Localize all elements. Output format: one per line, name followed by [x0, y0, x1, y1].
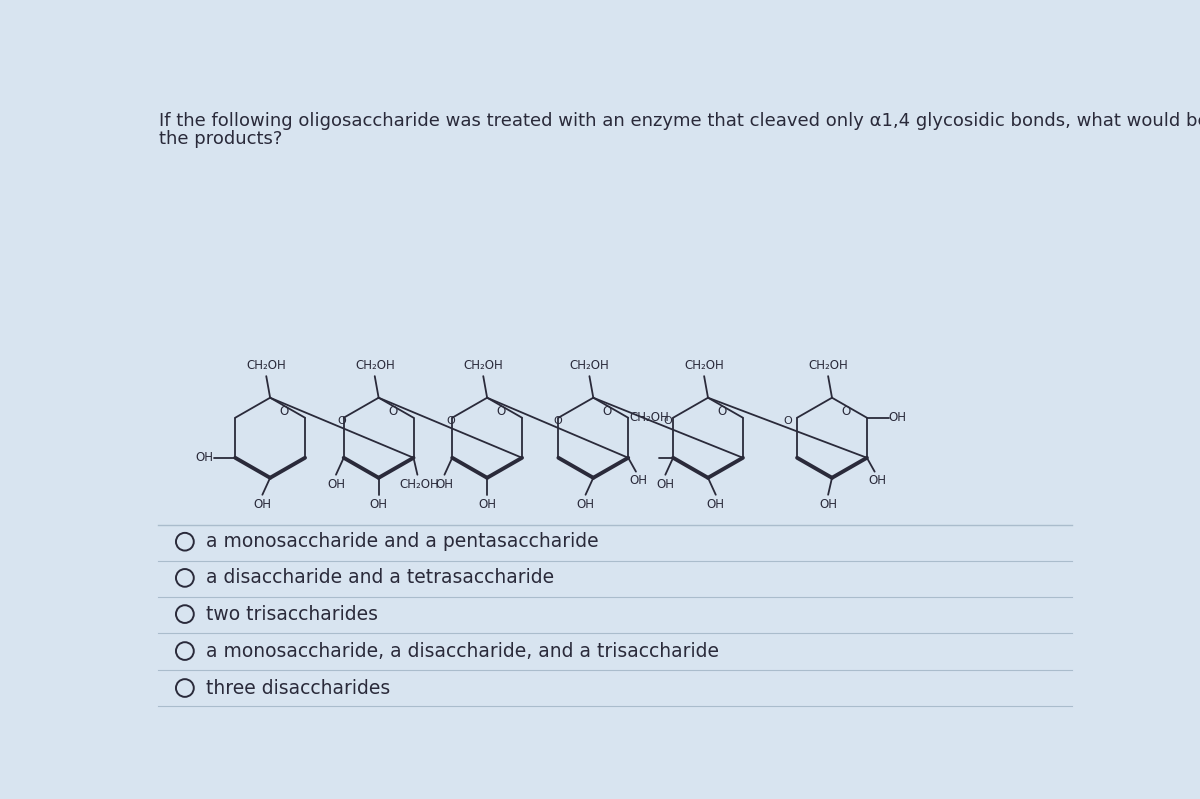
Text: O: O [602, 405, 612, 418]
Text: O: O [280, 405, 289, 418]
Text: OH: OH [326, 479, 344, 491]
Polygon shape [558, 398, 629, 478]
Text: CH₂OH: CH₂OH [246, 359, 286, 372]
Text: a disaccharide and a tetrasaccharide: a disaccharide and a tetrasaccharide [206, 568, 554, 587]
Text: CH₂OH: CH₂OH [400, 479, 439, 491]
Text: a monosaccharide, a disaccharide, and a trisaccharide: a monosaccharide, a disaccharide, and a … [206, 642, 719, 661]
Text: O: O [841, 405, 851, 418]
Text: two trisaccharides: two trisaccharides [206, 605, 378, 623]
Text: O: O [664, 415, 672, 426]
Text: CH₂OH: CH₂OH [684, 359, 724, 372]
Text: O: O [388, 405, 397, 418]
Polygon shape [673, 398, 743, 478]
Polygon shape [797, 398, 866, 478]
Text: If the following oligosaccharide was treated with an enzyme that cleaved only α1: If the following oligosaccharide was tre… [160, 112, 1200, 130]
Polygon shape [343, 398, 414, 478]
Text: OH: OH [196, 451, 214, 464]
Text: three disaccharides: three disaccharides [206, 678, 390, 698]
Text: OH: OH [656, 479, 674, 491]
Text: CH₂OH: CH₂OH [630, 411, 670, 424]
Text: O: O [497, 405, 505, 418]
Text: OH: OH [868, 475, 886, 487]
Text: OH: OH [253, 499, 271, 511]
Text: the products?: the products? [160, 129, 283, 148]
Text: OH: OH [370, 499, 388, 511]
Text: OH: OH [478, 499, 496, 511]
Polygon shape [452, 398, 522, 478]
Text: O: O [553, 415, 562, 426]
Text: OH: OH [576, 499, 594, 511]
Text: CH₂OH: CH₂OH [463, 359, 503, 372]
Text: CH₂OH: CH₂OH [355, 359, 395, 372]
Text: OH: OH [707, 499, 725, 511]
Text: O: O [784, 415, 792, 426]
Text: O: O [446, 415, 455, 426]
Text: OH: OH [629, 475, 647, 487]
Text: OH: OH [889, 411, 907, 424]
Text: O: O [718, 405, 726, 418]
Text: CH₂OH: CH₂OH [809, 359, 848, 372]
Text: OH: OH [436, 479, 454, 491]
Text: O: O [337, 415, 347, 426]
Text: CH₂OH: CH₂OH [570, 359, 610, 372]
Text: a monosaccharide and a pentasaccharide: a monosaccharide and a pentasaccharide [206, 532, 599, 551]
Polygon shape [235, 398, 305, 478]
Text: OH: OH [820, 499, 838, 511]
